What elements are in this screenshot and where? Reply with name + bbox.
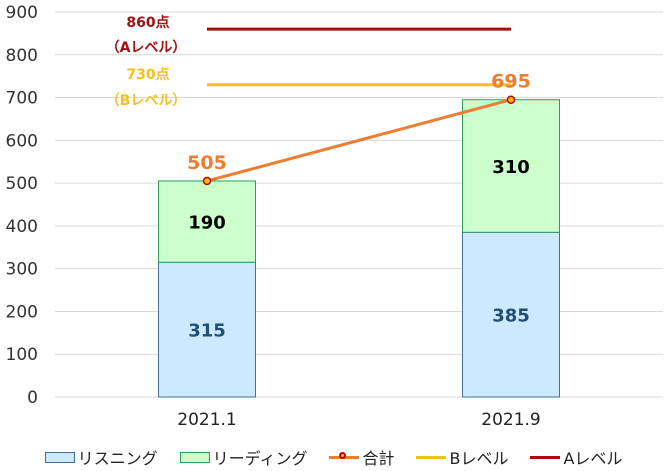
y-axis: 0 100 200 300 400 500 600 700 800 900 [6,3,38,408]
level-annotation: （Aレベル） [106,40,187,56]
b-level-line-icon [416,455,447,459]
y-tick-label: 100 [6,345,38,365]
bar-value-label: 315 [188,321,226,342]
x-category-label: 2021.1 [177,410,236,430]
legend-label: Aレベル [563,449,623,468]
bar-segment [158,180,256,263]
y-tick-label: 800 [6,46,38,66]
y-tick-label: 700 [6,89,38,109]
bar-segment [462,99,560,233]
reading-swatch-icon [179,451,210,463]
total-value-label: 505 [187,152,227,174]
total-marker [506,95,516,104]
y-tick-label: 600 [6,131,38,151]
level-annotation: 860点 [126,14,169,31]
gridlines [55,11,663,398]
legend-label: Bレベル [449,449,509,468]
legend-label: リスニング [77,449,158,468]
bar-value-label: 385 [492,306,530,327]
y-tick-label: 500 [6,174,38,194]
legend-item-reading: リーディング [179,445,308,469]
legend-item-listening: リスニング [44,445,158,469]
legend: リスニング リーディング 合計 Bレベル Aレベル [0,446,667,468]
y-tick-label: 900 [6,3,38,23]
total-line: 505 695 [187,71,531,186]
bar-segment [462,231,560,398]
y-tick-label: 200 [6,302,38,322]
level-annotation: （Bレベル） [106,93,187,109]
y-tick-label: 300 [6,260,38,280]
x-category-label: 2021.9 [481,410,540,430]
total-polyline [206,98,512,183]
legend-label: 合計 [362,449,395,468]
total-marker [202,176,212,186]
level-lines [207,27,511,87]
legend-label: リーディング [212,449,308,468]
legend-item-b-level: Bレベル [416,445,508,469]
total-value-label: 695 [491,71,531,93]
bar-value-label: 310 [492,157,530,178]
x-axis: 2021.1 2021.9 [177,410,540,430]
y-tick-label: 400 [6,217,38,237]
level-annotation: 730点 [126,66,169,83]
bar-value-label: 190 [188,213,226,234]
bars: 315 190 385 310 [158,99,560,398]
a-level-line-icon [530,455,561,459]
listening-swatch-icon [44,451,75,463]
total-line-marker-icon [329,451,360,459]
legend-item-total: 合計 [329,445,394,469]
y-tick-label: 0 [27,388,38,408]
legend-item-a-level: Aレベル [530,445,622,469]
annotations: 860点 （Aレベル） 730点 （Bレベル） [106,14,187,109]
